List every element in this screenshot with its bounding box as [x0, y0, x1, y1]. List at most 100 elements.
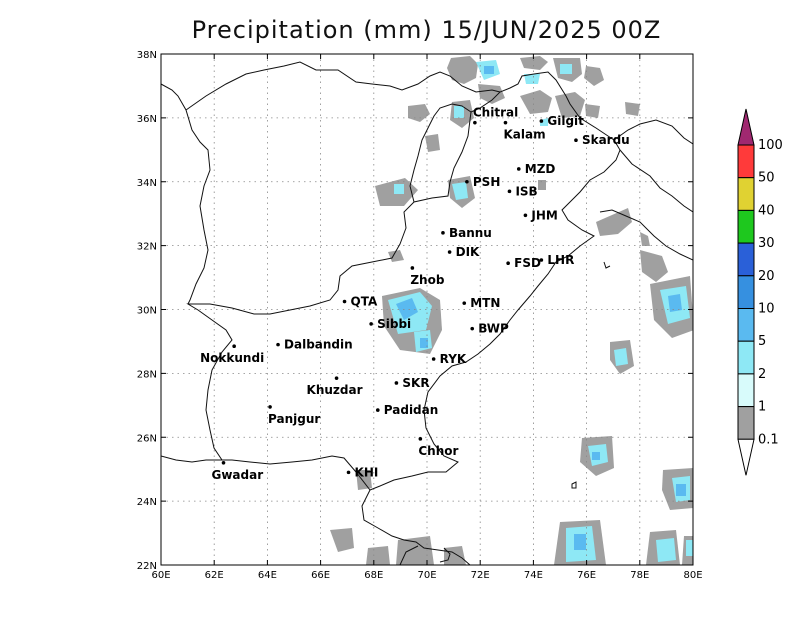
- station-label: BWP: [478, 322, 509, 336]
- lon-tick-label: 78E: [630, 570, 649, 581]
- precipitation-layer: [330, 56, 693, 565]
- lon-tick-label: 76E: [577, 570, 596, 581]
- station-label: Dalbandin: [284, 338, 353, 352]
- gulf-detail: [439, 547, 451, 563]
- station-marker: [539, 119, 544, 123]
- station-marker: [523, 213, 528, 218]
- station-label: Panjgur: [268, 412, 320, 426]
- station-label: Bannu: [449, 226, 492, 240]
- station-marker: [506, 261, 510, 265]
- colorbar-segment: [737, 177, 755, 211]
- lat-tick-label: 22N: [137, 561, 157, 572]
- station-marker: [470, 326, 475, 331]
- colorbar-segment: [737, 144, 755, 179]
- afghanistan-iran-border: [161, 83, 211, 305]
- lat-tick-label: 36N: [137, 114, 157, 125]
- station-marker: [334, 376, 339, 380]
- lat-tick-label: 38N: [137, 50, 157, 61]
- lat-tick-label: 30N: [137, 306, 157, 317]
- station-marker: [539, 258, 544, 262]
- afghanistan-east-border: [409, 103, 472, 203]
- station-marker: [221, 461, 226, 465]
- station-label: ISB: [515, 184, 537, 198]
- lon-tick-label: 64E: [258, 570, 277, 581]
- station-label: FSD: [514, 256, 541, 270]
- lon-tick-label: 60E: [151, 570, 170, 581]
- colorbar-top-arrow: [737, 108, 755, 146]
- colorbar-segment: [737, 308, 755, 342]
- station-label: SKR: [402, 376, 429, 390]
- station-label: DIK: [456, 245, 480, 259]
- station-label: Kalam: [503, 128, 545, 142]
- lat-tick-label: 32N: [137, 242, 157, 253]
- colorbar-label: 1: [758, 400, 766, 415]
- lat-tick-label: 34N: [137, 178, 157, 189]
- station-marker: [441, 231, 445, 235]
- station-label: Skardu: [582, 133, 630, 147]
- lat-tick-label: 26N: [137, 433, 157, 444]
- colorbar-segment: [737, 406, 755, 440]
- lon-tick-label: 62E: [205, 570, 224, 581]
- station-marker: [447, 250, 452, 254]
- colorbar-segment: [737, 242, 755, 277]
- colorbar-segment: [737, 209, 755, 244]
- station-marker: [369, 322, 373, 326]
- precip-moderate-areas: [388, 60, 693, 562]
- station-marker: [507, 189, 512, 194]
- station-label: Nokkundi: [200, 351, 264, 365]
- station-marker: [418, 437, 423, 441]
- station-marker: [346, 470, 351, 475]
- station-label: RYK: [440, 352, 467, 366]
- colorbar-bottom-arrow: [737, 438, 755, 476]
- iran-coast: [161, 455, 222, 463]
- station-label: Padidan: [384, 403, 439, 417]
- station-label: Chitral: [473, 106, 518, 120]
- station-marker: [342, 299, 347, 304]
- lon-tick-label: 74E: [524, 570, 543, 581]
- colorbar-segment: [737, 275, 755, 309]
- station-marker: [268, 405, 272, 409]
- arabian-sea-coast: [361, 489, 471, 565]
- station-marker: [232, 344, 236, 349]
- afghanistan-north-border: [185, 61, 501, 111]
- precip-heavy-areas: [396, 66, 686, 550]
- station-label: Gilgit: [547, 114, 584, 128]
- lat-lon-grid: [161, 54, 693, 565]
- lat-tick-label: 28N: [137, 369, 157, 380]
- station-marker: [462, 301, 467, 305]
- colorbar-label: 2: [758, 367, 766, 382]
- colorbar: 100 50 40 30 20 10 5 2 1 0.1: [737, 108, 783, 476]
- station-label: QTA: [351, 295, 378, 309]
- station-marker: [410, 266, 415, 270]
- colorbar-label: 20: [758, 269, 775, 284]
- station-marker: [375, 408, 380, 412]
- station-marker: [394, 381, 399, 385]
- lon-tick-label: 70E: [417, 570, 436, 581]
- station-label: PSH: [473, 175, 500, 189]
- nepal-border: [599, 209, 693, 261]
- station-label: Zhob: [410, 273, 444, 287]
- station-label: Gwadar: [212, 468, 264, 482]
- map-title: Precipitation (mm) 15/JUN/2025 00Z: [191, 16, 662, 44]
- river-mark: [603, 261, 611, 269]
- station-label: JHM: [530, 208, 557, 222]
- station-label: LHR: [547, 253, 574, 267]
- colorbar-label: 100: [758, 138, 783, 153]
- station-label: MZD: [525, 162, 556, 176]
- pakistan-border: [186, 71, 621, 491]
- colorbar-label: 50: [758, 171, 775, 186]
- colorbar-label: 30: [758, 236, 775, 251]
- colorbar-label: 5: [758, 334, 766, 349]
- lon-tick-label: 68E: [364, 570, 383, 581]
- lon-tick-label: 80E: [683, 570, 702, 581]
- station-label: Sibbi: [377, 317, 411, 331]
- lon-tick-label: 66E: [311, 570, 330, 581]
- station-label: MTN: [470, 296, 500, 310]
- india-border: [619, 149, 693, 213]
- colorbar-label: 10: [758, 302, 775, 317]
- colorbar-segment: [737, 340, 755, 375]
- lon-tick-label: 72E: [471, 570, 490, 581]
- station-marker: [465, 179, 469, 184]
- colorbar-label: 0.1: [758, 432, 779, 447]
